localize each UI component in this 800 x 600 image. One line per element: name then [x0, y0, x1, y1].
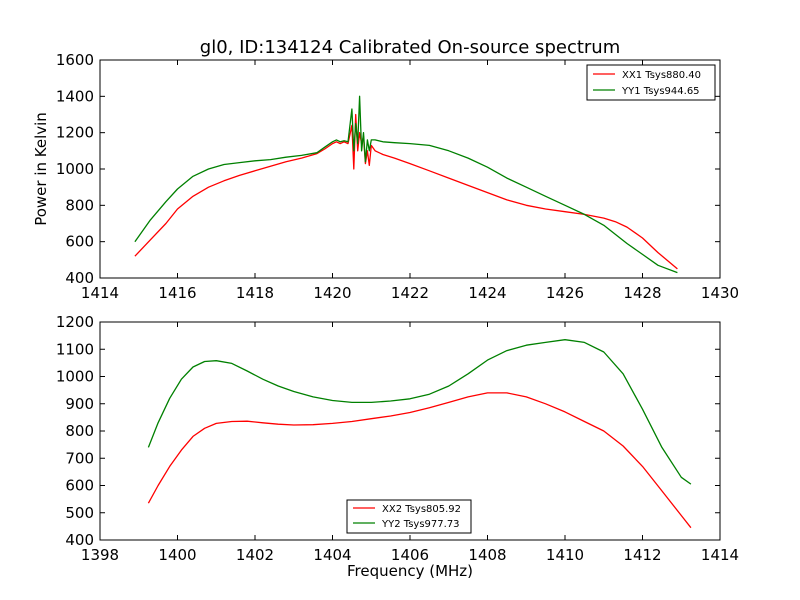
series-line-xx2 [147, 392, 692, 529]
y-tick-label: 1600 [56, 51, 94, 69]
y-tick-label: 1000 [56, 368, 94, 386]
x-tick-label: 1408 [468, 546, 506, 564]
y-tick-label: 400 [65, 269, 94, 287]
top-legend: XX1 Tsys880.40 YY1 Tsys944.65 [586, 64, 716, 101]
x-tick-label: 1414 [701, 546, 739, 564]
x-tick-label: 1428 [623, 284, 661, 302]
bottom-x-axis-label: Frequency (MHz) [347, 562, 473, 580]
bottom-series-layer [147, 339, 692, 529]
y-tick-label: 1000 [56, 160, 94, 178]
top-legend-box [586, 64, 716, 101]
bottom-chart: 1398 1400 1402 1404 1406 1408 1410 1412 1414 400 5… [56, 313, 739, 580]
x-tick-label: 1414 [81, 284, 119, 302]
x-tick-label: 1406 [391, 546, 429, 564]
top-axis-ticks: 1414 1416 1418 1420 1422 1424 1426 1428 1430 400 6… [56, 51, 739, 302]
top-legend-label-yy1: YY1 Tsys944.65 [621, 86, 700, 97]
x-tick-label: 1418 [236, 284, 274, 302]
x-tick-label: 1398 [81, 546, 119, 564]
top-legend-label-xx1: XX1 Tsys880.40 [622, 70, 701, 81]
y-tick-label: 900 [65, 395, 94, 413]
x-tick-label: 1404 [313, 546, 351, 564]
x-tick-label: 1416 [158, 284, 196, 302]
y-tick-label: 800 [65, 422, 94, 440]
bottom-legend: XX2 Tsys805.92 YY2 Tsys977.73 [346, 499, 472, 534]
y-tick-label: 1200 [56, 313, 94, 331]
y-tick-label: 500 [65, 504, 94, 522]
top-y-axis-label: Power in Kelvin [32, 112, 50, 226]
y-tick-label: 700 [65, 449, 94, 467]
x-tick-label: 1430 [701, 284, 739, 302]
chart-title: gl0, ID:134124 Calibrated On-source spec… [200, 37, 620, 58]
y-tick-label: 1200 [56, 124, 94, 142]
y-tick-label: 600 [65, 233, 94, 251]
y-tick-label: 600 [65, 477, 94, 495]
x-tick-label: 1400 [158, 546, 196, 564]
y-tick-label: 400 [65, 531, 94, 549]
series-line-yy1 [134, 95, 678, 274]
x-tick-label: 1420 [313, 284, 351, 302]
bottom-legend-label-xx2: XX2 Tsys805.92 [382, 504, 461, 515]
x-tick-label: 1402 [236, 546, 274, 564]
y-tick-label: 1100 [56, 340, 94, 358]
top-series-layer [134, 95, 678, 274]
x-tick-label: 1426 [546, 284, 584, 302]
bottom-legend-label-yy2: YY2 Tsys977.73 [381, 519, 460, 530]
x-tick-label: 1424 [468, 284, 506, 302]
x-tick-label: 1422 [391, 284, 429, 302]
top-chart: gl0, ID:134124 Calibrated On-source spec… [32, 37, 739, 302]
x-tick-label: 1412 [623, 546, 661, 564]
y-tick-label: 1400 [56, 87, 94, 105]
series-line-yy2 [147, 339, 692, 485]
x-tick-label: 1410 [546, 546, 584, 564]
y-tick-label: 800 [65, 196, 94, 214]
bottom-axis-ticks: 1398 1400 1402 1404 1406 1408 1410 1412 1414 400 5… [56, 313, 739, 564]
bottom-legend-box [346, 499, 472, 534]
